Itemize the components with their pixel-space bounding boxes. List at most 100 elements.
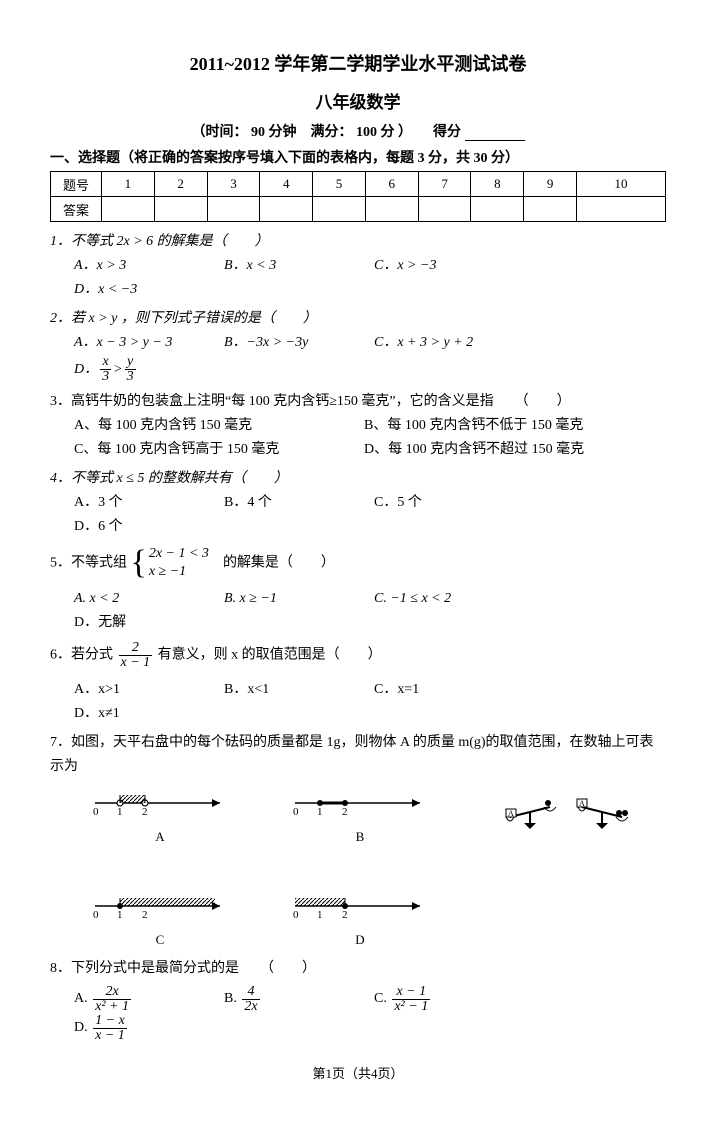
q8-b-den: 2x bbox=[242, 1000, 259, 1014]
question-8: 8．下列分式中是最简分式的是 （ ） A. 2xx² + 1 B. 42x C.… bbox=[50, 957, 666, 1043]
q8-opt-a: A. 2xx² + 1 bbox=[74, 985, 214, 1014]
col-4: 4 bbox=[260, 172, 313, 197]
q6-opt-b: B．x<1 bbox=[224, 678, 364, 702]
col-8: 8 bbox=[471, 172, 524, 197]
time-label: （时间： bbox=[192, 125, 248, 140]
q2-d-rnum: y bbox=[125, 355, 136, 370]
q4-opt-a: A．3 个 bbox=[74, 491, 214, 515]
ans-10[interactable] bbox=[577, 197, 666, 222]
numberline-c-icon: 0 1 2 bbox=[90, 888, 230, 918]
q6-opt-c: C．x=1 bbox=[374, 678, 514, 702]
full-label: 满分： bbox=[311, 125, 353, 140]
q8-stem: 8．下列分式中是最简分式的是 （ ） bbox=[50, 957, 666, 981]
q3-opt-b: B、每 100 克内含钙不低于 150 毫克 bbox=[364, 414, 644, 438]
question-7: 7．如图，天平右盘中的每个砝码的质量都是 1g，则物体 A 的质量 m(g)的取… bbox=[50, 731, 666, 950]
svg-text:0: 0 bbox=[293, 806, 299, 815]
q3-opt-c: C、每 100 克内含钙高于 150 毫克 bbox=[74, 438, 354, 462]
q7-figure-c: 0 1 2 C bbox=[90, 888, 230, 951]
q5-opt-a: A. x < 2 bbox=[74, 587, 214, 611]
q6-stem-prefix: 6．若分式 bbox=[50, 647, 113, 662]
q4-opt-c: C．5 个 bbox=[374, 491, 514, 515]
exam-info: （时间： 90 分钟 满分： 100 分 ） 得分 bbox=[50, 121, 666, 141]
svg-text:1: 1 bbox=[317, 909, 323, 918]
q2-d-lnum: x bbox=[100, 355, 111, 370]
q5-stem-suffix: 的解集是（ ） bbox=[223, 555, 335, 570]
ans-5[interactable] bbox=[313, 197, 366, 222]
ans-7[interactable] bbox=[418, 197, 471, 222]
ans-9[interactable] bbox=[524, 197, 577, 222]
q7-label-d: D bbox=[290, 929, 430, 951]
svg-text:1: 1 bbox=[317, 806, 323, 815]
q8-a-den: x² + 1 bbox=[93, 1000, 131, 1014]
q2-opt-d: D． x3 > y3 bbox=[74, 355, 214, 384]
q2-d-lden: 3 bbox=[100, 370, 111, 384]
svg-text:0: 0 bbox=[93, 806, 99, 815]
q5-line1: 2x − 1 < 3 bbox=[149, 546, 209, 561]
q8-c-prefix: C. bbox=[374, 987, 387, 1011]
q7-figure-b: 0 1 2 B bbox=[290, 785, 430, 848]
q7-figure-a: 0 1 2 A bbox=[90, 785, 230, 848]
col-10: 10 bbox=[577, 172, 666, 197]
ans-4[interactable] bbox=[260, 197, 313, 222]
q5-brace-icon: { 2x − 1 < 3 x ≥ −1 bbox=[131, 545, 209, 581]
time-value: 90 分钟 bbox=[251, 125, 297, 140]
svg-text:A: A bbox=[508, 809, 514, 818]
q2-d-rden: 3 bbox=[125, 370, 136, 384]
q3-opt-d: D、每 100 克内含钙不超过 150 毫克 bbox=[364, 438, 644, 462]
row-label-ans: 答案 bbox=[51, 197, 102, 222]
exam-title: 2011~2012 学年第二学期学业水平测试试卷 bbox=[50, 50, 666, 76]
col-1: 1 bbox=[102, 172, 155, 197]
q4-opt-d: D．6 个 bbox=[74, 515, 214, 539]
page-footer: 第1页（共4页） bbox=[50, 1063, 666, 1082]
ans-1[interactable] bbox=[102, 197, 155, 222]
q3-opt-a: A、每 100 克内含钙 150 毫克 bbox=[74, 414, 354, 438]
svg-text:2: 2 bbox=[342, 806, 348, 815]
ans-8[interactable] bbox=[471, 197, 524, 222]
q8-d-prefix: D. bbox=[74, 1016, 88, 1040]
col-7: 7 bbox=[418, 172, 471, 197]
q7-balance-icon: A A bbox=[500, 795, 632, 837]
question-6: 6．若分式 2 x − 1 有意义，则 x 的取值范围是（ ） A．x>1 B．… bbox=[50, 641, 666, 726]
q6-opt-a: A．x>1 bbox=[74, 678, 214, 702]
q1-opt-c: C．x > −3 bbox=[374, 254, 514, 278]
q6-stem-suffix: 有意义，则 x 的取值范围是（ ） bbox=[158, 647, 382, 662]
col-2: 2 bbox=[154, 172, 207, 197]
q6-frac: 2 x − 1 bbox=[119, 641, 153, 670]
numberline-b-icon: 0 1 2 bbox=[290, 785, 430, 815]
q7-label-b: B bbox=[290, 826, 430, 848]
q5-stem-prefix: 5．不等式组 bbox=[50, 555, 127, 570]
ans-6[interactable] bbox=[365, 197, 418, 222]
q4-stem: 4．不等式 x ≤ 5 的整数解共有（ ） bbox=[50, 467, 666, 491]
q7-stem: 7．如图，天平右盘中的每个砝码的质量都是 1g，则物体 A 的质量 m(g)的取… bbox=[50, 731, 666, 779]
row-label-num: 题号 bbox=[51, 172, 102, 197]
svg-text:2: 2 bbox=[342, 909, 348, 918]
q8-c-den: x² − 1 bbox=[392, 1000, 430, 1014]
q1-stem: 1．不等式 2x > 6 的解集是（ ） bbox=[50, 230, 666, 254]
col-3: 3 bbox=[207, 172, 260, 197]
numberline-d-icon: 0 1 2 bbox=[290, 888, 430, 918]
q8-a-prefix: A. bbox=[74, 987, 88, 1011]
q2-d-gt: > bbox=[113, 358, 122, 382]
svg-text:2: 2 bbox=[142, 806, 148, 815]
q8-opt-d: D. 1 − xx − 1 bbox=[74, 1014, 214, 1043]
q1-opt-a: A．x > 3 bbox=[74, 254, 214, 278]
section-1-head: 一、选择题（将正确的答案按序号填入下面的表格内，每题 3 分，共 30 分） bbox=[50, 147, 666, 167]
col-9: 9 bbox=[524, 172, 577, 197]
q5-opt-d: D．无解 bbox=[74, 611, 214, 635]
svg-text:1: 1 bbox=[117, 909, 123, 918]
ans-3[interactable] bbox=[207, 197, 260, 222]
q2-opt-c: C．x + 3 > y + 2 bbox=[374, 331, 514, 355]
ans-2[interactable] bbox=[154, 197, 207, 222]
question-1: 1．不等式 2x > 6 的解集是（ ） A．x > 3 B．x < 3 C．x… bbox=[50, 230, 666, 301]
q5-opt-c: C. −1 ≤ x < 2 bbox=[374, 587, 514, 611]
question-2: 2．若 x > y ，则下列式子错误的是（ ） A．x − 3 > y − 3 … bbox=[50, 307, 666, 384]
score-blank[interactable] bbox=[465, 126, 525, 141]
q8-d-num: 1 − x bbox=[93, 1014, 127, 1029]
q6-opt-d: D．x≠1 bbox=[74, 702, 214, 726]
exam-subtitle: 八年级数学 bbox=[50, 88, 666, 113]
q5-line2: x ≥ −1 bbox=[149, 564, 186, 579]
full-value: 100 分 ） bbox=[356, 125, 412, 140]
question-3: 3．高钙牛奶的包装盒上注明“每 100 克内含钙≥150 毫克”，它的含义是指 … bbox=[50, 390, 666, 461]
q3-stem: 3．高钙牛奶的包装盒上注明“每 100 克内含钙≥150 毫克”，它的含义是指 … bbox=[50, 390, 666, 414]
q8-c-num: x − 1 bbox=[392, 985, 430, 1000]
